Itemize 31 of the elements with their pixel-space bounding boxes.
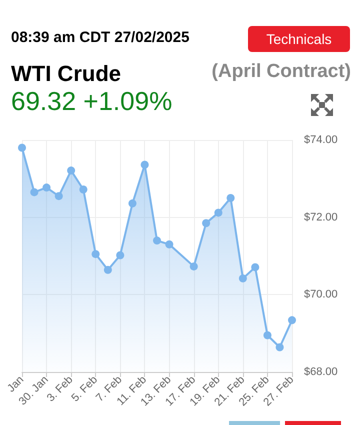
text: 69.32 +1.09%	[11, 86, 172, 117]
point	[128, 199, 136, 208]
point	[190, 262, 198, 270]
point	[116, 251, 124, 260]
point	[238, 274, 247, 282]
point	[79, 185, 88, 194]
y-tick-label: $68.00	[304, 366, 338, 378]
text: 08:39 am CDT 27/02/2025	[11, 29, 190, 46]
point	[54, 192, 63, 200]
point	[42, 184, 51, 192]
chart-title: WTI Crude	[11, 61, 121, 87]
point	[202, 219, 210, 228]
y-tick-label: $70.00	[304, 288, 338, 301]
point	[140, 160, 149, 169]
chart-subtitle: (April Contract)	[212, 61, 351, 83]
point	[276, 343, 284, 352]
point	[30, 188, 38, 196]
point	[288, 316, 296, 324]
point	[226, 194, 235, 202]
point	[67, 166, 76, 175]
text: Technicals	[248, 26, 350, 52]
point	[104, 266, 112, 274]
point	[165, 240, 174, 248]
y-tick-label: $74.00	[304, 134, 338, 146]
point	[18, 144, 26, 152]
point	[153, 236, 161, 245]
point	[263, 331, 272, 340]
point	[92, 250, 100, 258]
y-tick-label: $72.00	[304, 211, 338, 224]
point	[251, 263, 260, 272]
point	[214, 208, 222, 217]
